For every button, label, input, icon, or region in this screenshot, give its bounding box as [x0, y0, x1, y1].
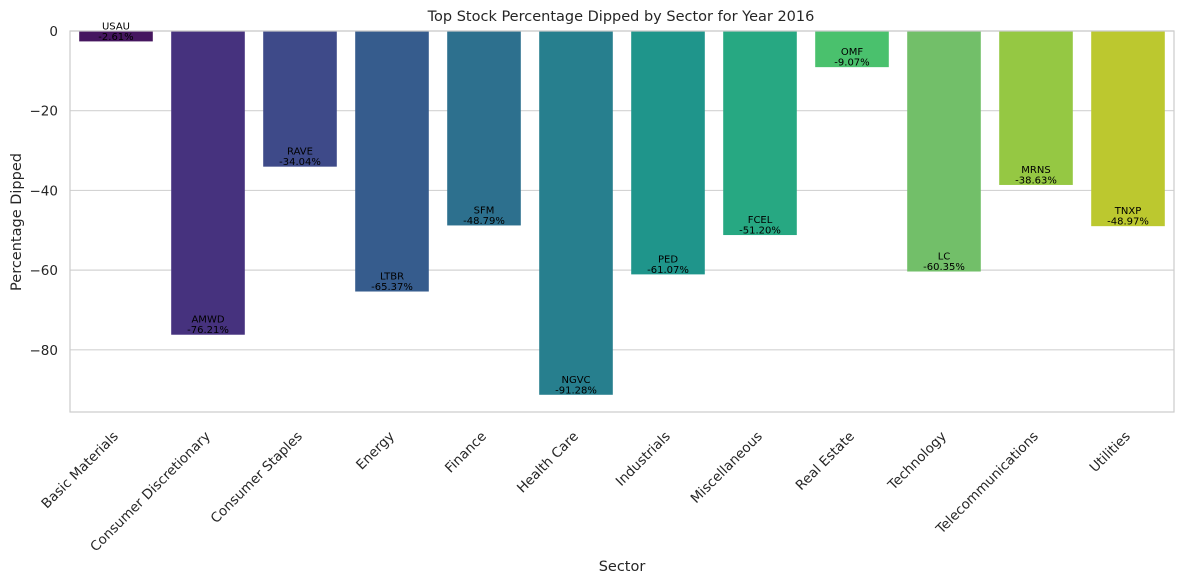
x-tick-label: Utilities: [1087, 429, 1134, 476]
y-tick-labels: 0 −20 −40 −60 −80: [30, 24, 59, 359]
bar-ticker-label: SFM: [474, 205, 495, 216]
bar: [79, 31, 153, 42]
x-tick-label: Telecommunications: [932, 429, 1041, 538]
bar-ticker-label: USAU: [102, 21, 130, 32]
bar-value-label: -34.04%: [279, 157, 321, 168]
x-tick-label: Consumer Staples: [208, 429, 306, 527]
y-tick-label: −40: [30, 183, 59, 199]
bar: [355, 31, 429, 292]
y-tick-label: −60: [30, 263, 59, 279]
bar-ticker-label: LTBR: [380, 272, 404, 283]
x-tick-label: Health Care: [514, 429, 582, 497]
plot-frame: [69, 30, 1175, 413]
chart-title: Top Stock Percentage Dipped by Sector fo…: [427, 9, 815, 25]
bar-value-label: -91.28%: [555, 385, 597, 396]
bar-labels: USAU-2.61% AMWD-76.21% RAVE-34.04% LTBR-65.…: [98, 21, 1149, 396]
bar-value-label: -65.37%: [371, 282, 413, 293]
bar: [815, 31, 889, 68]
bar-value-label: -61.07%: [647, 265, 689, 276]
x-tick-label: Real Estate: [793, 429, 858, 494]
y-tick-label: 0: [49, 24, 58, 40]
bar-ticker-label: NGVC: [561, 375, 590, 386]
bar: [263, 31, 337, 167]
bar-value-label: -60.35%: [923, 262, 965, 273]
x-tick-label: Industrials: [613, 429, 674, 490]
bar: [171, 31, 245, 335]
x-tick-label: Miscellaneous: [688, 429, 766, 507]
bar-value-label: -38.63%: [1015, 175, 1057, 186]
y-axis-label: Percentage Dipped: [9, 153, 25, 291]
bar-ticker-label: MRNS: [1021, 165, 1050, 176]
y-tick-label: −20: [30, 104, 59, 120]
bar-ticker-label: LC: [938, 252, 951, 263]
bar-value-label: -9.07%: [834, 58, 869, 69]
bar: [907, 31, 981, 272]
bar-ticker-label: FCEL: [748, 215, 773, 226]
bar-ticker-label: OMF: [841, 47, 863, 58]
x-tick-label: Basic Materials: [38, 429, 121, 512]
x-tick-label: Technology: [884, 429, 950, 495]
bar: [539, 31, 613, 395]
plot-area: USAU-2.61% AMWD-76.21% RAVE-34.04% LTBR-65.…: [69, 21, 1175, 413]
bar-ticker-label: RAVE: [287, 147, 313, 158]
x-axis-label: Sector: [599, 559, 646, 575]
bar: [723, 31, 797, 236]
bar-ticker-label: PED: [658, 254, 678, 265]
bar: [631, 31, 705, 275]
bar-ticker-label: AMWD: [191, 315, 224, 326]
bar-value-label: -2.61%: [98, 32, 133, 43]
x-tick-label: Finance: [442, 429, 490, 477]
bar-value-label: -51.20%: [739, 226, 781, 237]
y-tick-label: −80: [30, 343, 59, 359]
bar: [447, 31, 521, 226]
bar-value-label: -76.21%: [187, 325, 229, 336]
bar-value-label: -48.79%: [463, 216, 505, 227]
bar-value-label: -48.97%: [1107, 217, 1149, 228]
bar: [1091, 31, 1165, 227]
bars: [79, 31, 1165, 395]
bar-ticker-label: TNXP: [1114, 206, 1141, 217]
x-tick-label: Energy: [353, 429, 398, 474]
bar: [999, 31, 1073, 185]
